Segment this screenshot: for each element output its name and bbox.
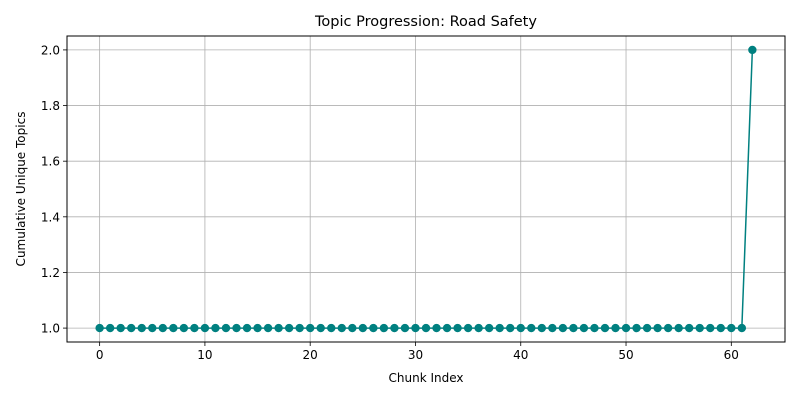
data-point [558, 323, 568, 333]
data-point [221, 323, 231, 333]
y-tick-label: 2.0 [41, 43, 60, 57]
data-point [748, 45, 757, 55]
data-point [674, 323, 683, 333]
data-point [390, 323, 399, 333]
y-axis-ticks: 1.0 1.2 1.4 1.6 1.8 2.0 [41, 43, 67, 336]
data-point [474, 323, 483, 333]
data-point [190, 323, 199, 333]
data-point [600, 323, 610, 333]
x-axis-ticks: 0 10 20 30 40 50 60 [96, 342, 739, 362]
data-point [506, 323, 515, 333]
x-tick-label: 60 [724, 348, 739, 362]
data-point [537, 323, 547, 333]
y-tick-label: 1.4 [41, 210, 60, 224]
data-point [232, 323, 241, 333]
data-point [316, 323, 325, 333]
data-point [495, 323, 504, 333]
data-point [432, 323, 441, 333]
series-layer [95, 45, 757, 333]
data-point [453, 323, 462, 333]
data-point [663, 323, 673, 333]
data-point [590, 323, 599, 333]
data-point [337, 323, 346, 333]
data-point [148, 323, 157, 333]
data-point [274, 323, 283, 333]
data-point [632, 323, 641, 333]
chart-title: Topic Progression: Road Safety [314, 14, 537, 30]
data-point [211, 323, 220, 333]
data-point [158, 323, 168, 333]
data-point [105, 323, 115, 333]
grid [67, 36, 785, 342]
data-point [379, 323, 389, 333]
data-point [253, 323, 262, 333]
x-tick-label: 10 [197, 348, 212, 362]
data-point [200, 323, 210, 333]
data-point [569, 323, 578, 333]
data-point [358, 323, 368, 333]
y-tick-label: 1.2 [41, 266, 60, 280]
data-point [716, 323, 725, 333]
series-line [99, 49, 754, 329]
data-point [653, 323, 662, 333]
data-point [95, 323, 104, 333]
data-point [611, 323, 620, 333]
data-point [484, 323, 494, 333]
data-point [706, 323, 715, 333]
data-point [548, 323, 557, 333]
data-point [263, 323, 273, 333]
x-tick-label: 50 [618, 348, 633, 362]
data-point [463, 323, 473, 333]
data-point [179, 323, 189, 333]
data-point [579, 323, 589, 333]
data-point [442, 323, 452, 333]
data-point [737, 323, 747, 333]
y-tick-label: 1.6 [41, 155, 60, 169]
data-point [695, 323, 704, 333]
x-tick-label: 40 [513, 348, 528, 362]
x-tick-label: 0 [96, 348, 104, 362]
data-point [284, 323, 294, 333]
data-point [137, 323, 146, 333]
data-point [242, 323, 252, 333]
data-point [684, 323, 694, 333]
data-point [127, 323, 136, 333]
data-point [348, 323, 357, 333]
data-point [369, 323, 378, 333]
data-point [305, 323, 315, 333]
data-point [400, 323, 410, 333]
data-point [116, 323, 125, 333]
data-point [527, 323, 536, 333]
data-point [642, 323, 652, 333]
y-tick-label: 1.8 [41, 99, 60, 113]
data-point [621, 323, 631, 333]
data-point [421, 323, 431, 333]
plot-frame [66, 35, 786, 343]
data-point [169, 323, 178, 333]
x-tick-label: 20 [303, 348, 318, 362]
x-tick-label: 30 [408, 348, 423, 362]
data-point [516, 323, 525, 333]
data-point [411, 323, 420, 333]
y-axis-label: Cumulative Unique Topics [14, 112, 28, 267]
data-point [327, 323, 336, 333]
data-point [727, 323, 736, 333]
x-axis-label: Chunk Index [389, 371, 464, 385]
y-tick-label: 1.0 [41, 322, 60, 336]
data-point [295, 323, 304, 333]
